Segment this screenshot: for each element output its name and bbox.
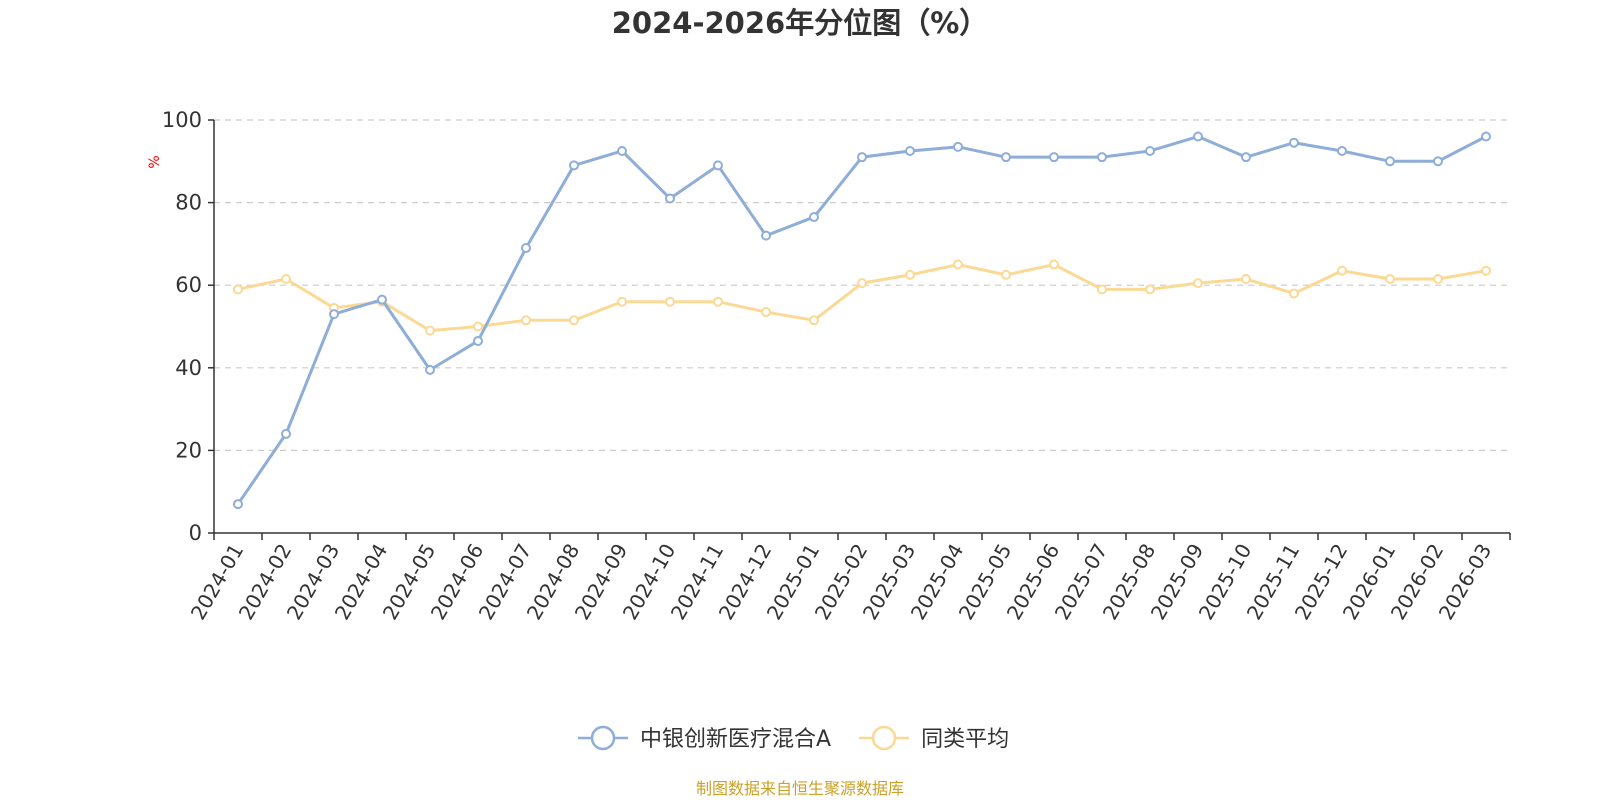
data-point[interactable] [1385, 274, 1395, 285]
legend-item-1[interactable]: 同类平均 [859, 725, 1009, 752]
chart-title: 2024-2026年分位图（%） [612, 6, 989, 40]
data-point[interactable] [905, 269, 915, 280]
data-point[interactable] [1337, 145, 1347, 156]
y-tick-label: 20 [175, 438, 202, 462]
series-line [236, 135, 1487, 505]
grid-lines [214, 119, 1510, 451]
legend-label: 中银创新医疗混合A [640, 727, 831, 752]
legend[interactable]: 中银创新医疗混合A 同类平均 [578, 725, 1009, 752]
data-point[interactable] [1049, 259, 1059, 270]
data-point[interactable] [1385, 156, 1395, 167]
legend-item-0[interactable]: 中银创新医疗混合A [578, 725, 831, 752]
data-point[interactable] [1433, 156, 1443, 167]
data-point[interactable] [665, 193, 675, 204]
data-point[interactable] [761, 230, 771, 241]
data-point[interactable] [521, 315, 531, 326]
y-tick-label: 40 [175, 356, 202, 380]
data-point[interactable] [425, 364, 435, 375]
data-point[interactable] [905, 145, 915, 156]
data-point[interactable] [761, 307, 771, 318]
y-tick-label: 60 [175, 273, 202, 297]
data-point[interactable] [1001, 152, 1011, 163]
data-point[interactable] [1481, 265, 1491, 276]
data-point[interactable] [1001, 269, 1011, 280]
data-point[interactable] [809, 212, 819, 223]
data-point[interactable] [1049, 152, 1059, 163]
data-point[interactable] [1145, 284, 1155, 295]
data-point[interactable] [857, 278, 867, 289]
y-axis-unit-label: % [147, 155, 163, 168]
data-point[interactable] [1241, 152, 1251, 163]
data-point[interactable] [1481, 131, 1491, 142]
legend-label: 同类平均 [921, 727, 1009, 752]
data-point[interactable] [1289, 137, 1299, 148]
data-point[interactable] [521, 243, 531, 254]
data-point[interactable] [1433, 274, 1443, 285]
data-point[interactable] [953, 141, 963, 152]
data-point[interactable] [329, 309, 339, 320]
data-source-note: 制图数据来自恒生聚源数据库 [696, 779, 904, 798]
data-point[interactable] [953, 259, 963, 270]
data-point[interactable] [857, 152, 867, 163]
data-point[interactable] [473, 335, 483, 346]
data-point[interactable] [1097, 284, 1107, 295]
data-point[interactable] [569, 160, 579, 171]
series-lines [233, 131, 1491, 510]
data-point[interactable] [1193, 131, 1203, 142]
data-point[interactable] [1145, 145, 1155, 156]
data-point[interactable] [569, 315, 579, 326]
data-point[interactable] [233, 499, 243, 510]
data-point[interactable] [665, 296, 675, 307]
y-tick-label: 80 [175, 191, 202, 215]
series-line [237, 263, 1487, 333]
data-point[interactable] [473, 321, 483, 332]
data-point[interactable] [1241, 274, 1251, 285]
data-point[interactable] [377, 294, 387, 305]
series-1 [233, 259, 1491, 336]
y-tick-label: 0 [189, 521, 202, 545]
axes: 0204060801002024-012024-022024-032024-04… [162, 108, 1511, 624]
data-point[interactable] [617, 296, 627, 307]
data-point[interactable] [281, 274, 291, 285]
legend-marker [590, 725, 616, 751]
data-point[interactable] [713, 296, 723, 307]
data-point[interactable] [425, 325, 435, 336]
y-tick-label: 100 [162, 108, 202, 132]
data-point[interactable] [1193, 278, 1203, 289]
data-point[interactable] [1097, 152, 1107, 163]
data-point[interactable] [1337, 265, 1347, 276]
data-point[interactable] [809, 315, 819, 326]
data-point[interactable] [617, 145, 627, 156]
data-point[interactable] [1289, 288, 1299, 299]
data-point[interactable] [713, 160, 723, 171]
data-point[interactable] [233, 284, 243, 295]
legend-marker [871, 725, 897, 751]
data-point[interactable] [281, 428, 291, 439]
series-0 [233, 131, 1491, 510]
